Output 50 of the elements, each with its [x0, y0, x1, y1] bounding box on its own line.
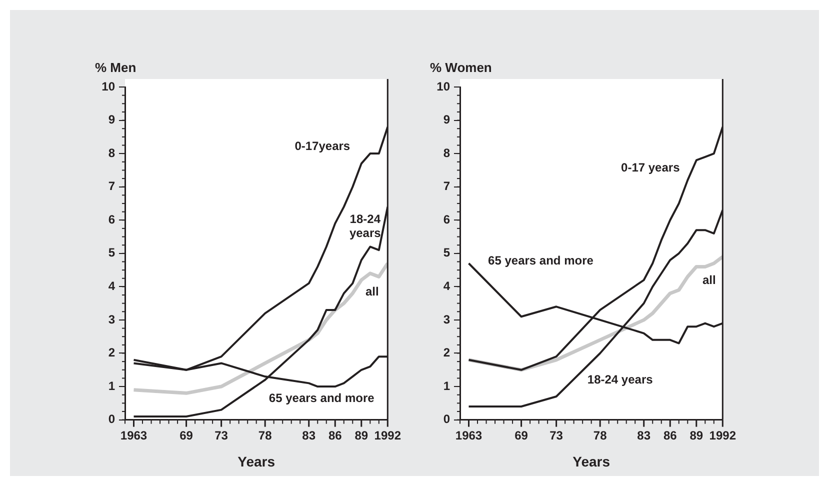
y-tick-label: 9 [108, 112, 116, 127]
x-tick-label: 83 [637, 428, 651, 442]
y-axis-title: % Men [95, 60, 136, 76]
y-tick-label: 7 [443, 179, 450, 194]
y-tick-label: 10 [102, 79, 116, 94]
x-tick-label: 86 [328, 428, 342, 442]
x-tick-label: 1963 [455, 428, 482, 442]
y-tick-label: 4 [108, 278, 116, 293]
x-tick-label: 89 [354, 428, 368, 442]
series-label: 65 years and more [488, 254, 594, 268]
x-tick-label: 89 [690, 428, 704, 442]
x-tick-label: 1963 [120, 428, 148, 442]
y-tick-label: 0 [108, 412, 116, 426]
x-tick-label: 78 [593, 428, 608, 442]
y-tick-label: 8 [108, 146, 116, 160]
series-label: 18-24 years [349, 212, 382, 240]
y-tick-label: 10 [436, 79, 450, 94]
x-tick-label: 78 [258, 428, 272, 442]
y-tick-label: 6 [108, 212, 116, 226]
y-tick-label: 3 [108, 312, 116, 326]
y-tick-label: 8 [443, 146, 450, 160]
y-tick-label: 5 [108, 246, 116, 260]
y-tick-label: 9 [443, 112, 450, 127]
x-axis-title: Years [572, 453, 610, 470]
x-tick-label: 69 [180, 428, 194, 442]
y-tick-label: 2 [108, 346, 116, 360]
series-label: 0-17 years [621, 160, 680, 175]
y-tick-label: 3 [443, 312, 450, 326]
y-tick-label: 1 [108, 378, 116, 393]
series-label: 18-24 years [587, 372, 654, 387]
series-label: all [702, 273, 716, 288]
x-tick-label: 69 [514, 428, 528, 442]
y-tick-label: 2 [443, 346, 450, 360]
x-tick-label: 83 [302, 428, 316, 442]
y-tick-label: 4 [443, 278, 450, 293]
x-tick-label: 86 [663, 428, 678, 442]
series-label: all [365, 284, 379, 299]
y-tick-label: 6 [443, 212, 450, 226]
y-tick-label: 1 [443, 378, 450, 393]
y-tick-label: 0 [443, 412, 450, 426]
x-tick-label: 1992 [709, 428, 736, 442]
x-tick-label: 73 [214, 428, 228, 442]
x-tick-label: 73 [550, 428, 564, 442]
x-axis-title: Years [238, 453, 276, 470]
y-axis-title: % Women [430, 60, 492, 76]
y-tick-label: 5 [443, 246, 450, 260]
series-label: 65 years and more [268, 390, 375, 405]
series-label: 0-17years [294, 138, 350, 153]
y-tick-label: 7 [108, 179, 116, 194]
x-tick-label: 1992 [374, 428, 402, 442]
